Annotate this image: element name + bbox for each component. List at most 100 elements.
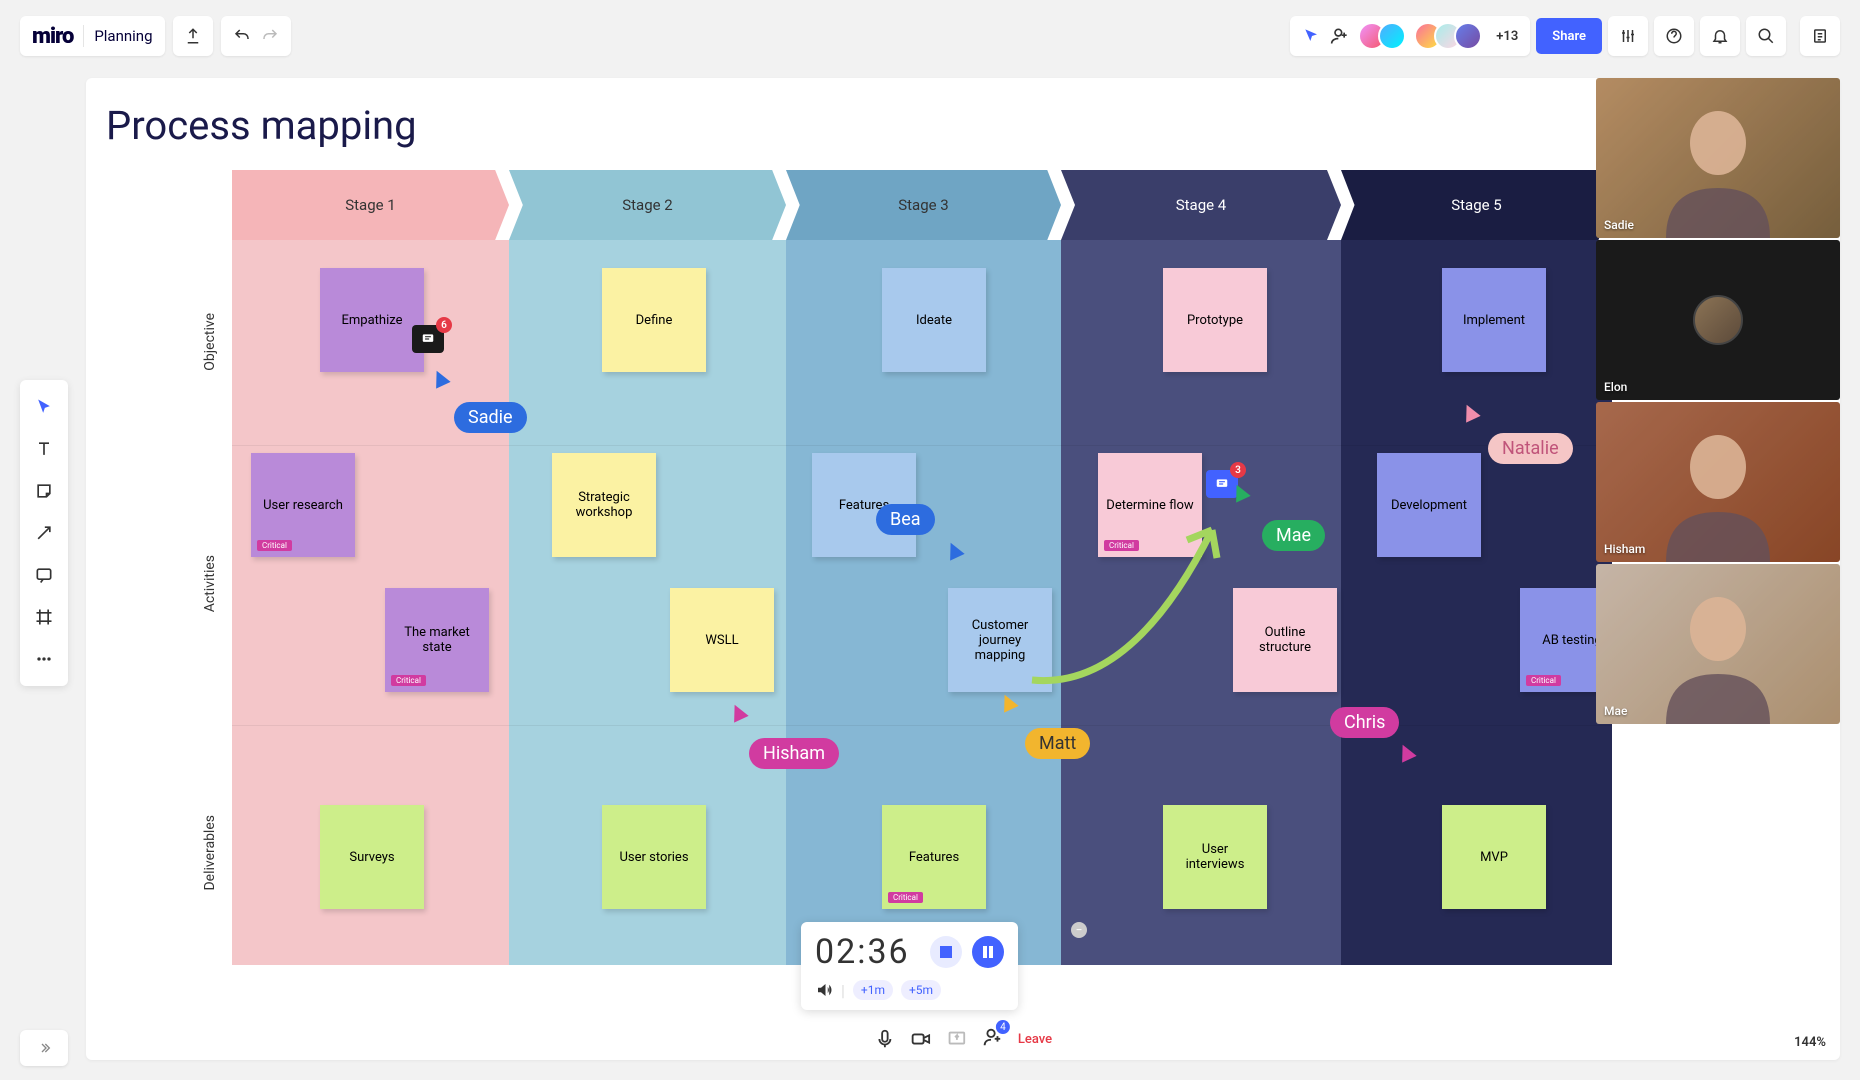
critical-tag: Critical — [1104, 540, 1139, 551]
stage-header: Stage 5 — [1341, 170, 1612, 240]
board-identity[interactable]: miro Planning — [20, 16, 165, 56]
sticky-note[interactable]: Outline structure — [1233, 588, 1337, 692]
process-grid: Stage 1Stage 2Stage 3Stage 4Stage 5Objec… — [232, 170, 1612, 965]
stage-header: Stage 4 — [1061, 170, 1341, 240]
more-tools-icon[interactable] — [24, 640, 64, 678]
remote-cursor-label: Natalie — [1488, 433, 1573, 464]
avatar[interactable] — [1454, 22, 1482, 50]
sticky-note[interactable]: Implement — [1442, 268, 1546, 372]
cursor-follow-icon[interactable] — [1302, 26, 1322, 46]
invite-count-badge: 4 — [996, 1020, 1010, 1034]
sticky-note[interactable]: Development — [1377, 453, 1481, 557]
sticky-note[interactable]: Strategic workshop — [552, 453, 656, 557]
remote-cursor-label: Hisham — [749, 738, 839, 769]
text-tool-icon[interactable] — [24, 430, 64, 468]
topbar: miro Planning +13 Share — [20, 14, 1840, 58]
critical-tag: Critical — [391, 675, 426, 686]
help-icon[interactable] — [1654, 16, 1694, 56]
frame-tool-icon[interactable] — [24, 598, 64, 636]
sticky-note[interactable]: User stories — [602, 805, 706, 909]
sticky-note[interactable]: Determine flowCritical — [1098, 453, 1202, 557]
video-tile[interactable]: Mae — [1596, 564, 1840, 724]
comment-count: 6 — [436, 317, 452, 333]
settings-icon[interactable] — [1608, 16, 1648, 56]
invite-icon[interactable]: 4 — [982, 1026, 1004, 1052]
select-tool-icon[interactable] — [24, 388, 64, 426]
video-tile[interactable]: Elon — [1596, 240, 1840, 400]
avatar-stack[interactable] — [1358, 22, 1406, 50]
row-label: Deliverables — [202, 815, 218, 891]
video-participant-name: Sadie — [1604, 218, 1634, 232]
meeting-toolbar: 4 Leave — [874, 1026, 1052, 1052]
comment-count: 3 — [1230, 462, 1246, 478]
row-label: Objective — [202, 313, 218, 371]
arrow-tool-icon[interactable] — [24, 514, 64, 552]
remote-cursor-label: Bea — [876, 504, 935, 535]
sticky-note[interactable]: Customer journey mapping — [948, 588, 1052, 692]
timer-panel[interactable]: 02:36 | +1m +5m — [801, 922, 1018, 1010]
export-icon[interactable] — [173, 16, 213, 56]
timer-collapse-icon[interactable]: − — [1071, 922, 1087, 938]
logo[interactable]: miro — [32, 24, 73, 49]
redo-icon[interactable] — [261, 27, 279, 45]
sticky-note[interactable]: Empathize — [320, 268, 424, 372]
stage-header: Stage 1 — [232, 170, 509, 240]
sticky-note[interactable]: The market stateCritical — [385, 588, 489, 692]
critical-tag: Critical — [1526, 675, 1561, 686]
comment-icon[interactable]: 6 — [412, 325, 444, 353]
sticky-note[interactable]: FeaturesCritical — [882, 805, 986, 909]
video-panel: Sadie Elon Hisham Mae — [1596, 78, 1840, 724]
sticky-note[interactable]: Ideate — [882, 268, 986, 372]
timer-pause-button[interactable] — [972, 936, 1004, 968]
comment-tool-icon[interactable] — [24, 556, 64, 594]
leave-button[interactable]: Leave — [1018, 1032, 1052, 1047]
search-icon[interactable] — [1746, 16, 1786, 56]
board-name[interactable]: Planning — [94, 27, 152, 45]
zoom-level[interactable]: 144% — [1794, 1035, 1826, 1050]
video-participant-name: Elon — [1604, 380, 1627, 394]
video-tile[interactable]: Hisham — [1596, 402, 1840, 562]
sticky-note[interactable]: Prototype — [1163, 268, 1267, 372]
critical-tag: Critical — [888, 892, 923, 903]
remote-cursor-label: Sadie — [454, 402, 527, 433]
remote-cursor-label: Mae — [1262, 520, 1325, 551]
screenshare-icon[interactable] — [946, 1028, 968, 1050]
notes-icon[interactable] — [1800, 16, 1840, 56]
avatar[interactable] — [1378, 22, 1406, 50]
page-title: Process mapping — [86, 78, 1840, 149]
stage-header: Stage 2 — [509, 170, 786, 240]
stage-header: Stage 3 — [786, 170, 1061, 240]
share-button[interactable]: Share — [1536, 18, 1602, 54]
sound-icon[interactable] — [815, 981, 833, 999]
remote-cursor-label: Matt — [1025, 728, 1090, 759]
camera-icon[interactable] — [910, 1028, 932, 1050]
undo-icon[interactable] — [233, 27, 251, 45]
sticky-note[interactable]: WSLL — [670, 588, 774, 692]
row-label: Activities — [202, 555, 218, 612]
tool-sidebar — [20, 380, 68, 686]
divider — [83, 25, 84, 47]
critical-tag: Critical — [257, 540, 292, 551]
sticky-note[interactable]: User interviews — [1163, 805, 1267, 909]
remote-cursor-label: Chris — [1330, 707, 1399, 738]
sticky-note[interactable]: Define — [602, 268, 706, 372]
avatar-stack[interactable] — [1414, 22, 1482, 50]
canvas[interactable]: Process mapping Stage 1Stage 2Stage 3Sta… — [86, 78, 1840, 1060]
undo-redo-group — [221, 16, 291, 56]
presence-group: +13 — [1290, 16, 1530, 56]
topbar-right: +13 Share — [1290, 16, 1840, 56]
sticky-note[interactable]: User researchCritical — [251, 453, 355, 557]
video-participant-name: Hisham — [1604, 542, 1645, 556]
video-tile[interactable]: Sadie — [1596, 78, 1840, 238]
timer-plus-1m[interactable]: +1m — [853, 980, 893, 1000]
sticky-tool-icon[interactable] — [24, 472, 64, 510]
timer-stop-button[interactable] — [930, 936, 962, 968]
mic-icon[interactable] — [874, 1028, 896, 1050]
expand-sidebar-icon[interactable] — [20, 1030, 68, 1066]
sticky-note[interactable]: MVP — [1442, 805, 1546, 909]
sticky-note[interactable]: Surveys — [320, 805, 424, 909]
timer-plus-5m[interactable]: +5m — [901, 980, 941, 1000]
bell-icon[interactable] — [1700, 16, 1740, 56]
add-user-icon[interactable] — [1330, 26, 1350, 46]
avatar-overflow-count[interactable]: +13 — [1496, 29, 1518, 44]
